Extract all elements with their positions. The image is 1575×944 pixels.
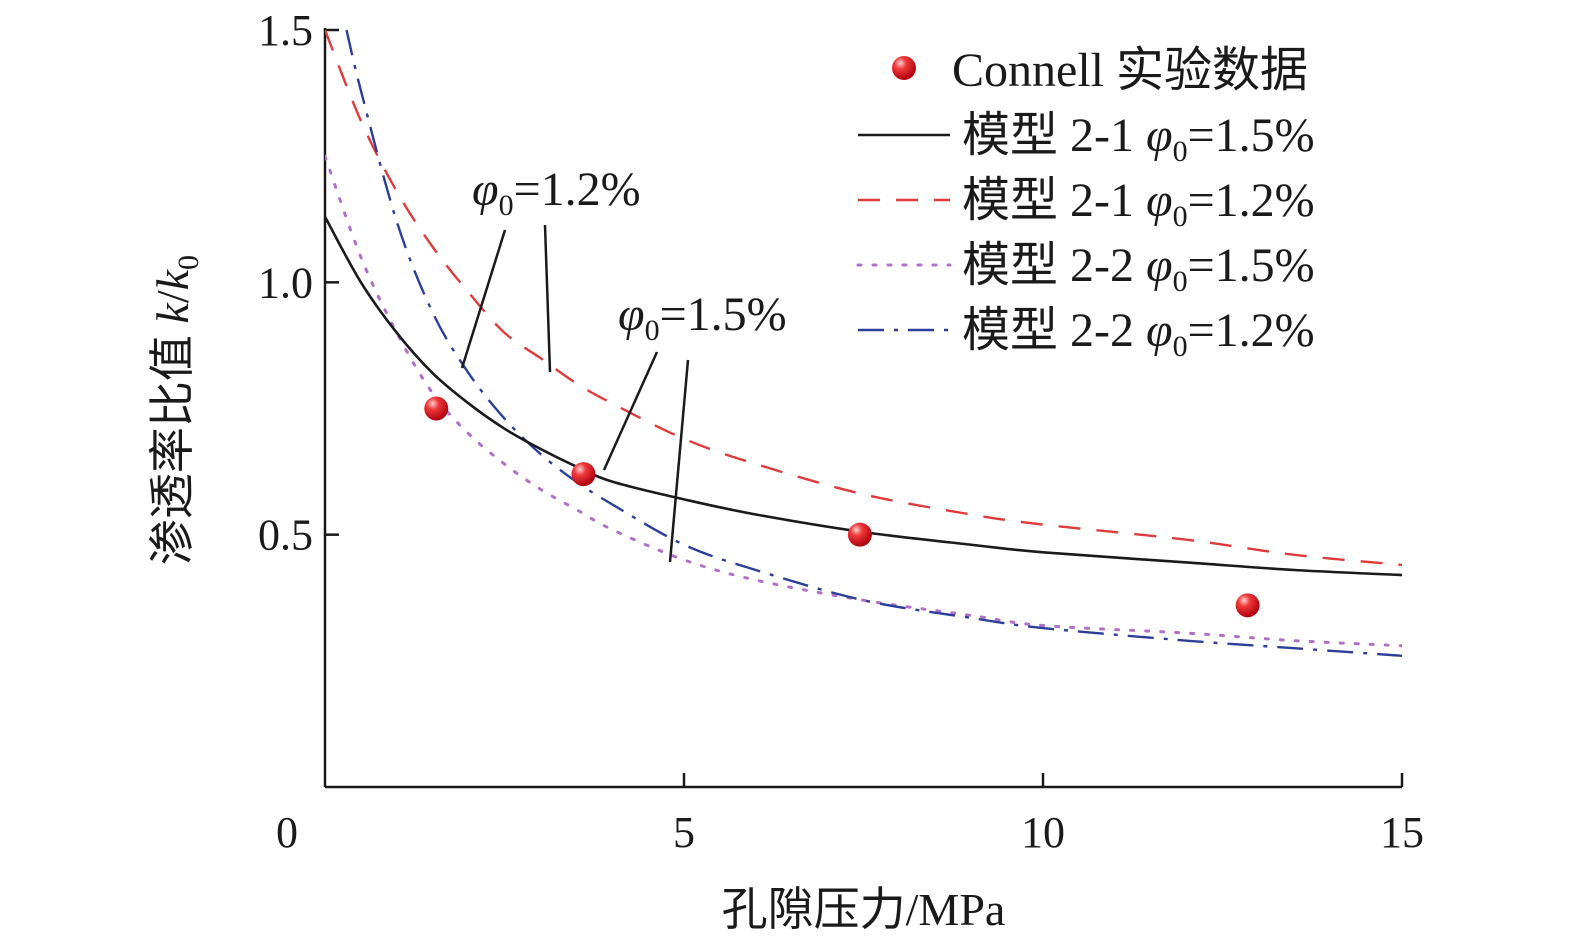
annotation-layer: φ0=1.2% φ0=1.5%: [460, 163, 787, 563]
legend-label-scatter: Connell 实验数据: [952, 44, 1308, 97]
y-tick-label: 0.5: [258, 511, 313, 560]
legend-label-1: 模型 2-1 φ0=1.5%: [962, 109, 1315, 168]
x-tick-label: 5: [673, 808, 695, 857]
annotation-phi-1-2: φ0=1.2%: [472, 163, 641, 222]
y-tick-label: 1.5: [258, 6, 313, 55]
series-line-4: [345, 29, 1402, 657]
annotation-leader-line: [602, 351, 659, 471]
y-axis-title: 渗透率比值 k/k0: [147, 255, 205, 565]
annotation-leader-line: [543, 224, 552, 373]
legend-marker-scatter: [892, 56, 916, 80]
legend-label-4: 模型 2-2 φ0=1.2%: [962, 304, 1315, 363]
legend-label-2: 模型 2-1 φ0=1.2%: [962, 174, 1315, 233]
series-line-2: [325, 29, 1402, 567]
legend-label-3: 模型 2-2 φ0=1.5%: [962, 239, 1315, 298]
x-tick-label: 10: [1021, 808, 1065, 857]
annotation-leader-line: [460, 229, 507, 369]
x-axis-title: 孔隙压力/MPa: [722, 884, 1006, 935]
y-tick-label: 1.0: [258, 258, 313, 307]
axes: 0 5 10 15 0.5 1.0 1.5 孔隙压力/MPa 渗透率比值 k/k0: [147, 6, 1424, 935]
x-tick-label: 15: [1380, 808, 1424, 857]
data-point: [1235, 593, 1260, 618]
data-point: [571, 462, 596, 487]
data-point: [424, 396, 449, 421]
annotation-leader-line: [668, 359, 690, 563]
series-line-3: [325, 154, 1402, 648]
data-point: [847, 522, 872, 547]
annotation-phi-1-5: φ0=1.5%: [618, 288, 787, 347]
x-tick-label: 0: [276, 808, 298, 857]
